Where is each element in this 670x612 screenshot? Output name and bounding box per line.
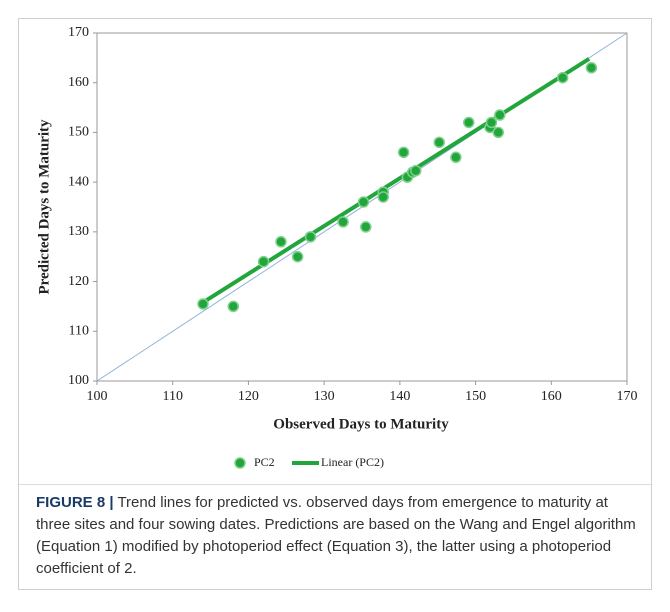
caption-text: Trend lines for predicted vs. observed d… xyxy=(36,494,636,577)
y-tick-label: 140 xyxy=(68,174,89,189)
separator xyxy=(19,484,651,485)
data-point xyxy=(357,196,370,208)
data-point xyxy=(492,126,505,139)
data-point xyxy=(257,255,270,268)
x-tick-label: 150 xyxy=(465,389,486,404)
data-point xyxy=(450,151,462,164)
data-point xyxy=(397,146,410,159)
data-point xyxy=(304,231,317,243)
data-point xyxy=(360,221,372,233)
x-tick-label: 160 xyxy=(541,389,562,404)
figure-frame xyxy=(18,18,652,590)
data-point xyxy=(227,300,240,313)
y-tick-label: 130 xyxy=(68,224,89,239)
data-point xyxy=(463,116,475,129)
x-tick-label: 170 xyxy=(617,389,638,404)
y-tick-label: 120 xyxy=(68,274,89,289)
caption-label: FIGURE 8 | xyxy=(36,494,114,511)
data-point xyxy=(337,216,349,228)
legend-label: PC2 xyxy=(254,455,275,469)
y-tick-label: 160 xyxy=(68,75,89,90)
y-tick-label: 170 xyxy=(68,25,89,40)
data-point xyxy=(433,136,445,149)
x-tick-label: 110 xyxy=(162,389,182,404)
data-point xyxy=(275,236,287,248)
y-tick-label: 100 xyxy=(68,373,89,388)
data-point xyxy=(197,298,209,310)
data-point xyxy=(291,250,304,263)
y-tick-label: 110 xyxy=(69,324,89,339)
data-point xyxy=(494,109,506,121)
y-tick-label: 150 xyxy=(68,125,89,140)
legend-label: Linear (PC2) xyxy=(321,455,384,469)
chart: Observed Days to Maturity Predicted Days… xyxy=(36,25,638,469)
data-point xyxy=(377,191,389,203)
x-tick-label: 140 xyxy=(389,389,410,404)
data-point xyxy=(585,62,598,74)
plot-border xyxy=(96,32,628,382)
x-axis-label: Observed Days to Maturity xyxy=(273,416,449,432)
x-tick-label: 120 xyxy=(238,389,259,404)
x-tick-label: 100 xyxy=(87,389,108,404)
data-point xyxy=(485,116,498,129)
data-point xyxy=(410,164,422,177)
x-tick-label: 130 xyxy=(314,389,335,404)
legend-marker xyxy=(234,457,246,469)
y-axis-label: Predicted Days to Maturity xyxy=(36,119,52,295)
data-point xyxy=(556,71,569,84)
caption: FIGURE 8 | Trend lines for predicted vs.… xyxy=(36,492,636,580)
